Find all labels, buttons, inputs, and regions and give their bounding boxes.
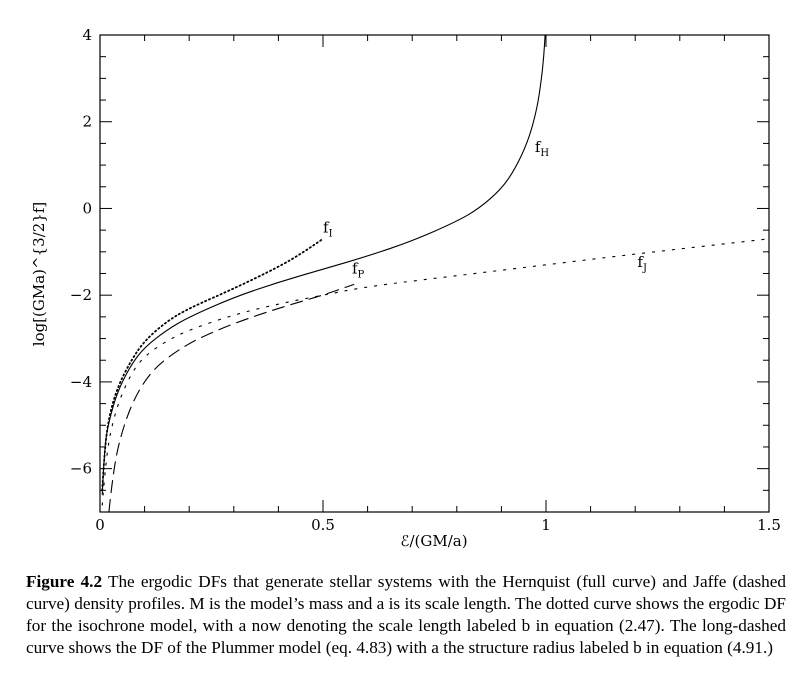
label-fI: fI (323, 218, 333, 239)
label-fJ: fJ (637, 253, 647, 274)
x-tick-label: 1.5 (757, 516, 781, 534)
series-fI (101, 237, 324, 492)
y-tick-label: 0 (82, 199, 92, 217)
label-fP: fP (352, 260, 365, 281)
y-tick-label: −2 (70, 286, 92, 304)
y-tick-label: 4 (82, 26, 92, 44)
x-tick-label: 0.5 (311, 516, 335, 534)
curve-labels: fH fI fP fJ (323, 138, 647, 280)
series-fP (108, 283, 355, 513)
x-tick-label: 1 (541, 516, 551, 534)
curves (101, 34, 770, 513)
figure-caption: Figure 4.2 The ergodic DFs that generate… (26, 571, 786, 659)
label-fH: fH (535, 138, 550, 159)
x-axis-label: ℰ/(GM/a) (400, 532, 467, 550)
y-tick-label: −6 (70, 460, 92, 478)
x-tick-labels: 0 0.5 1 1.5 (95, 516, 781, 534)
y-tick-label: −4 (70, 373, 92, 391)
axis-ticks (99, 34, 770, 513)
chart: 0 0.5 1 1.5 −6 −4 −2 0 2 4 fH fI fP fJ ℰ/(GM/a) log… (30, 26, 781, 550)
plot-frame (99, 34, 770, 513)
y-tick-labels: −6 −4 −2 0 2 4 (70, 26, 92, 478)
caption-figure-number: Figure 4.2 (26, 572, 103, 591)
x-tick-label: 0 (95, 516, 105, 534)
series-fJ (101, 238, 770, 506)
caption-text: The ergodic DFs that generate stellar sy… (26, 572, 786, 657)
y-tick-label: 2 (82, 113, 92, 131)
series-fH (101, 34, 546, 495)
y-axis-label: log[(GMa)^{3/2}f] (30, 202, 48, 346)
